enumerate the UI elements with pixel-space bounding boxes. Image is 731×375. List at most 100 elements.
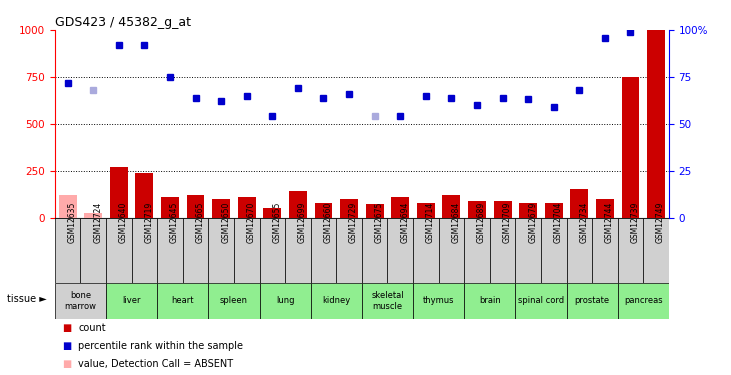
Bar [157, 217, 183, 283]
Bar [260, 283, 311, 319]
Bar [545, 202, 563, 217]
Bar [80, 217, 106, 283]
Text: GSM12670: GSM12670 [246, 202, 256, 243]
Bar [208, 217, 234, 283]
Bar [285, 217, 311, 283]
Bar [541, 217, 567, 283]
Bar [161, 197, 179, 217]
Bar [391, 197, 409, 217]
Text: GSM12724: GSM12724 [93, 202, 102, 243]
Text: GSM12704: GSM12704 [554, 202, 563, 243]
Text: GSM12660: GSM12660 [323, 202, 333, 243]
Bar [183, 217, 208, 283]
Text: GSM12734: GSM12734 [579, 202, 588, 243]
Bar [263, 208, 281, 218]
Bar [596, 199, 614, 217]
Text: GSM12665: GSM12665 [195, 202, 205, 243]
Bar [515, 217, 541, 283]
Bar [362, 217, 387, 283]
Bar [592, 217, 618, 283]
Bar [55, 283, 106, 319]
Text: bone
marrow: bone marrow [64, 291, 96, 310]
Bar [439, 217, 464, 283]
Bar [340, 199, 358, 217]
Text: GSM12655: GSM12655 [272, 202, 281, 243]
Text: percentile rank within the sample: percentile rank within the sample [78, 341, 243, 351]
Text: kidney: kidney [322, 296, 350, 305]
Bar [567, 283, 618, 319]
Text: lung: lung [276, 296, 295, 305]
Bar [289, 191, 307, 217]
Text: spleen: spleen [220, 296, 248, 305]
Text: heart: heart [172, 296, 194, 305]
Bar [417, 202, 435, 217]
Text: skeletal
muscle: skeletal muscle [371, 291, 404, 310]
Text: ■: ■ [62, 323, 72, 333]
Bar [442, 195, 461, 217]
Text: GSM12645: GSM12645 [170, 202, 179, 243]
Text: GSM12729: GSM12729 [349, 202, 358, 243]
Text: GSM12749: GSM12749 [656, 202, 665, 243]
Bar [647, 30, 665, 217]
Text: GSM12739: GSM12739 [630, 202, 640, 243]
Bar [212, 199, 230, 217]
Text: GSM12679: GSM12679 [528, 202, 537, 243]
Text: value, Detection Call = ABSENT: value, Detection Call = ABSENT [78, 359, 233, 369]
Text: pancreas: pancreas [624, 296, 662, 305]
Bar [643, 217, 669, 283]
Bar [515, 283, 567, 319]
Text: GSM12714: GSM12714 [425, 202, 435, 243]
Text: thymus: thymus [423, 296, 455, 305]
Text: brain: brain [479, 296, 501, 305]
Bar [413, 217, 439, 283]
Bar [464, 217, 490, 283]
Text: GSM12635: GSM12635 [67, 202, 77, 243]
Bar [260, 217, 285, 283]
Bar [135, 172, 154, 217]
Bar [314, 202, 333, 217]
Text: GSM12744: GSM12744 [605, 202, 614, 243]
Bar [387, 217, 413, 283]
Bar [238, 197, 256, 217]
Bar [366, 204, 384, 218]
Bar [186, 195, 205, 217]
Text: liver: liver [122, 296, 141, 305]
Text: GSM12675: GSM12675 [374, 202, 384, 243]
Bar [55, 217, 80, 283]
Bar [490, 217, 515, 283]
Bar [567, 217, 592, 283]
Bar [311, 283, 362, 319]
Text: GSM12694: GSM12694 [401, 202, 409, 243]
Text: GDS423 / 45382_g_at: GDS423 / 45382_g_at [55, 16, 191, 29]
Bar [336, 217, 362, 283]
Text: ■: ■ [62, 359, 72, 369]
Bar [464, 283, 515, 319]
Text: GSM12640: GSM12640 [118, 202, 128, 243]
Bar [519, 202, 537, 217]
Bar [362, 283, 413, 319]
Bar [132, 217, 157, 283]
Text: prostate: prostate [575, 296, 610, 305]
Text: count: count [78, 323, 106, 333]
Bar [58, 195, 77, 217]
Text: GSM12689: GSM12689 [477, 202, 486, 243]
Text: GSM12709: GSM12709 [502, 202, 512, 243]
Bar [157, 283, 208, 319]
Text: GSM12684: GSM12684 [451, 202, 461, 243]
Bar [413, 283, 464, 319]
Bar [106, 283, 157, 319]
Bar [468, 201, 486, 217]
Bar [106, 217, 132, 283]
Text: spinal cord: spinal cord [518, 296, 564, 305]
Bar [110, 167, 128, 218]
Bar [234, 217, 260, 283]
Bar [618, 283, 669, 319]
Text: tissue ►: tissue ► [7, 294, 47, 304]
Bar [493, 201, 512, 217]
Bar [570, 189, 588, 217]
Text: GSM12699: GSM12699 [298, 202, 307, 243]
Bar [84, 213, 102, 217]
Bar [618, 217, 643, 283]
Bar [621, 77, 640, 218]
Bar [208, 283, 260, 319]
